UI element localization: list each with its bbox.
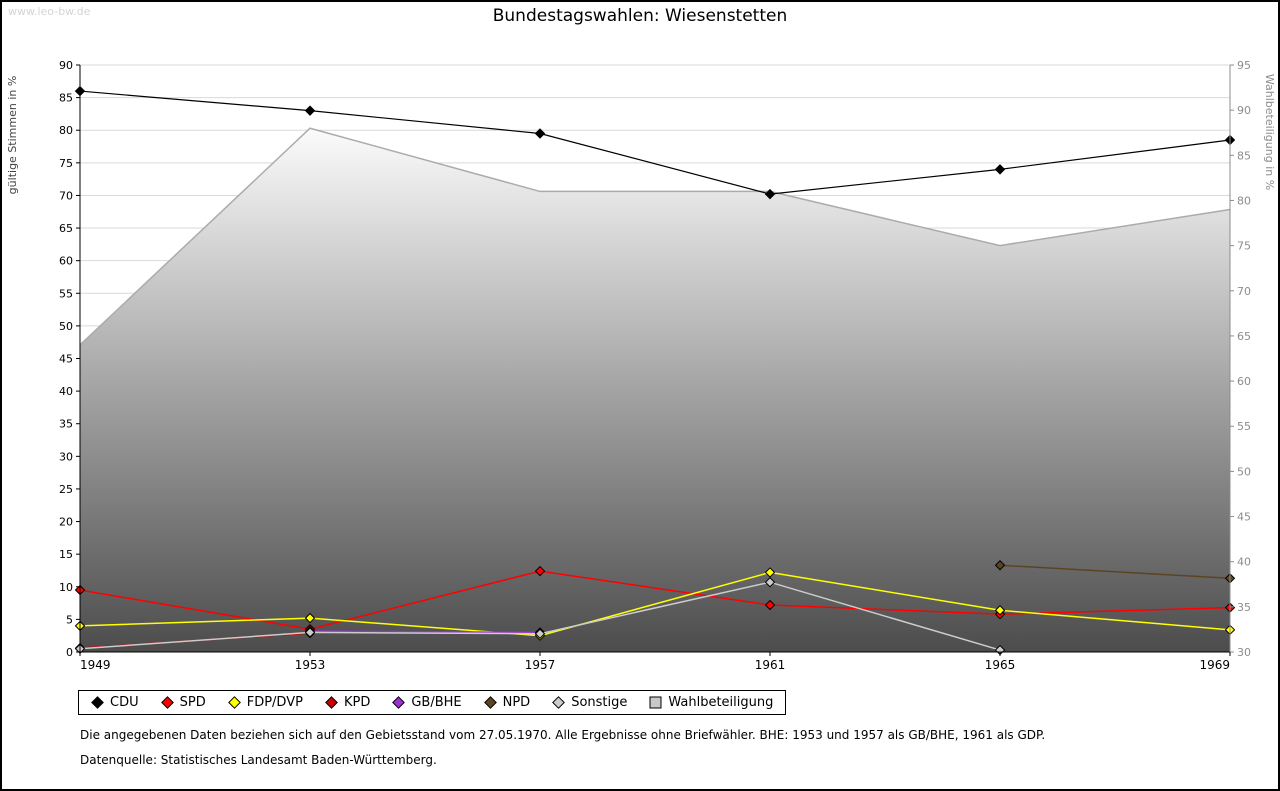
- legend-diamond-swatch-fdp-dvp: [227, 696, 241, 709]
- marker-cdu: [304, 105, 316, 116]
- legend-label-spd: SPD: [179, 695, 206, 710]
- left-axis-tick-label: 85: [59, 92, 73, 105]
- legend-label-wahlbeteiligung: Wahlbeteiligung: [668, 695, 774, 710]
- legend-label-gb-bhe: GB/BHE: [411, 695, 462, 710]
- right-axis-tick-label: 30: [1237, 646, 1251, 659]
- legend-label-kpd: KPD: [343, 695, 371, 710]
- legend-square-swatch-wahlbeteiligung: [649, 696, 662, 709]
- right-axis-tick-label: 40: [1237, 556, 1251, 569]
- legend-item-sonstige: Sonstige: [552, 695, 627, 710]
- right-axis-tick-label: 75: [1237, 240, 1251, 253]
- election-line-chart: 0 5 10 15 20 25 30 35 40 45 50 55 60 65 70 75 80 85 90 30 35…: [6, 59, 1276, 672]
- marker-sonstige: [534, 628, 546, 639]
- left-axis-tick-label: 10: [59, 581, 73, 594]
- right-axis-tick-label: 70: [1237, 285, 1251, 298]
- line-cdu: [79, 90, 1231, 195]
- line-gb-bhe: [309, 630, 541, 634]
- legend-item-wahlbeteiligung: Wahlbeteiligung: [649, 695, 773, 710]
- marker-spd: [764, 599, 776, 611]
- right-axis-tick-label: 90: [1237, 104, 1251, 117]
- legend-diamond-swatch-gb-bhe: [392, 696, 406, 709]
- left-axis-tick-label: 65: [59, 222, 73, 235]
- marker-fdp-dvp: [764, 567, 776, 578]
- left-axis-tick-label: 75: [59, 157, 73, 170]
- marker-fdp-dvp: [304, 612, 316, 624]
- marker-fdp-dvp: [994, 605, 1006, 616]
- left-axis-tick-label: 5: [66, 613, 73, 626]
- legend-label-sonstige: Sonstige: [571, 695, 628, 710]
- left-axis-tick-label: 45: [59, 353, 73, 366]
- footnote-datenquelle: Datenquelle: Statistisches Landesamt Bad…: [80, 753, 437, 767]
- area-edge-wahlbeteiligung: [79, 127, 1231, 346]
- legend-label-fdp-dvp: FDP/DVP: [246, 695, 303, 710]
- area-wahlbeteiligung: [80, 128, 1230, 652]
- right-axis-tick-label: 50: [1237, 465, 1251, 478]
- left-axis-tick-label: 0: [66, 646, 73, 659]
- legend-diamond-swatch-kpd: [325, 696, 338, 709]
- left-axis-tick-label: 35: [59, 418, 73, 431]
- right-axis-title: Wahlbeteiligung in %: [1263, 74, 1276, 190]
- line-npd: [999, 564, 1231, 580]
- legend-diamond-swatch-npd: [483, 696, 497, 709]
- right-axis-tick-label: 80: [1237, 194, 1251, 207]
- left-axis-title: gültige Stimmen in %: [6, 76, 19, 195]
- left-axis-tick-label: 40: [59, 385, 73, 398]
- x-axis-tick-label: 1957: [525, 658, 556, 672]
- left-axis-tick-label: 20: [59, 516, 73, 529]
- right-axis-tick-label: 65: [1237, 330, 1251, 343]
- right-axis-tick-label: 35: [1237, 601, 1251, 614]
- legend-item-gb-bhe: GB/BHE: [392, 695, 462, 710]
- footnote-gebietsstand: Die angegebenen Daten beziehen sich auf …: [80, 728, 1046, 742]
- left-axis-tick-label: 30: [59, 450, 73, 463]
- marker-sonstige: [304, 627, 316, 638]
- marker-cdu: [534, 128, 546, 139]
- marker-cdu: [764, 188, 776, 200]
- x-axis-tick-label: 1969: [1199, 658, 1230, 672]
- right-axis-tick-label: 60: [1237, 375, 1251, 388]
- right-axis-tick-label: 95: [1237, 59, 1251, 72]
- marker-sonstige: [764, 577, 776, 588]
- legend-label-npd: NPD: [502, 695, 531, 710]
- watermark: www.leo-bw.de: [8, 5, 91, 18]
- legend-item-spd: SPD: [160, 695, 206, 710]
- marker-cdu: [994, 164, 1006, 175]
- marker-npd: [994, 560, 1006, 571]
- left-axis-tick-label: 55: [59, 287, 73, 300]
- left-axis-tick-label: 15: [59, 548, 73, 561]
- legend-diamond-swatch-spd: [160, 696, 174, 709]
- legend-diamond-swatch-cdu: [91, 696, 104, 709]
- left-axis-tick-label: 25: [59, 483, 73, 496]
- left-axis-tick-label: 50: [59, 320, 73, 333]
- marker-spd: [534, 565, 546, 577]
- x-axis-tick-label: 1961: [755, 658, 786, 672]
- legend-item-kpd: KPD: [325, 695, 370, 710]
- legend-diamond-swatch-sonstige: [552, 696, 566, 709]
- legend-item-cdu: CDU: [91, 695, 139, 710]
- left-axis-tick-label: 80: [59, 124, 73, 137]
- right-axis-tick-label: 85: [1237, 149, 1251, 162]
- left-axis-tick-label: 90: [59, 59, 73, 72]
- legend-item-npd: NPD: [483, 695, 531, 710]
- legend-label-cdu: CDU: [110, 695, 139, 710]
- right-axis-tick-label: 55: [1237, 420, 1251, 433]
- right-axis-tick-label: 45: [1237, 511, 1251, 524]
- page-title: Bundestagswahlen: Wiesenstetten: [492, 6, 788, 26]
- x-axis-tick-label: 1949: [80, 658, 111, 672]
- left-axis-tick-label: 70: [59, 189, 73, 202]
- left-axis-tick-label: 60: [59, 255, 73, 268]
- line-fdp-dvp: [79, 571, 1231, 637]
- legend-item-fdp-dvp: FDP/DVP: [227, 695, 303, 710]
- x-axis-tick-label: 1965: [985, 658, 1016, 672]
- x-axis-tick-label: 1953: [295, 658, 326, 672]
- legend: CDU SPD FDP/DVP KPD GB/BHE NPD Sonstige Wahlbet…: [78, 690, 787, 715]
